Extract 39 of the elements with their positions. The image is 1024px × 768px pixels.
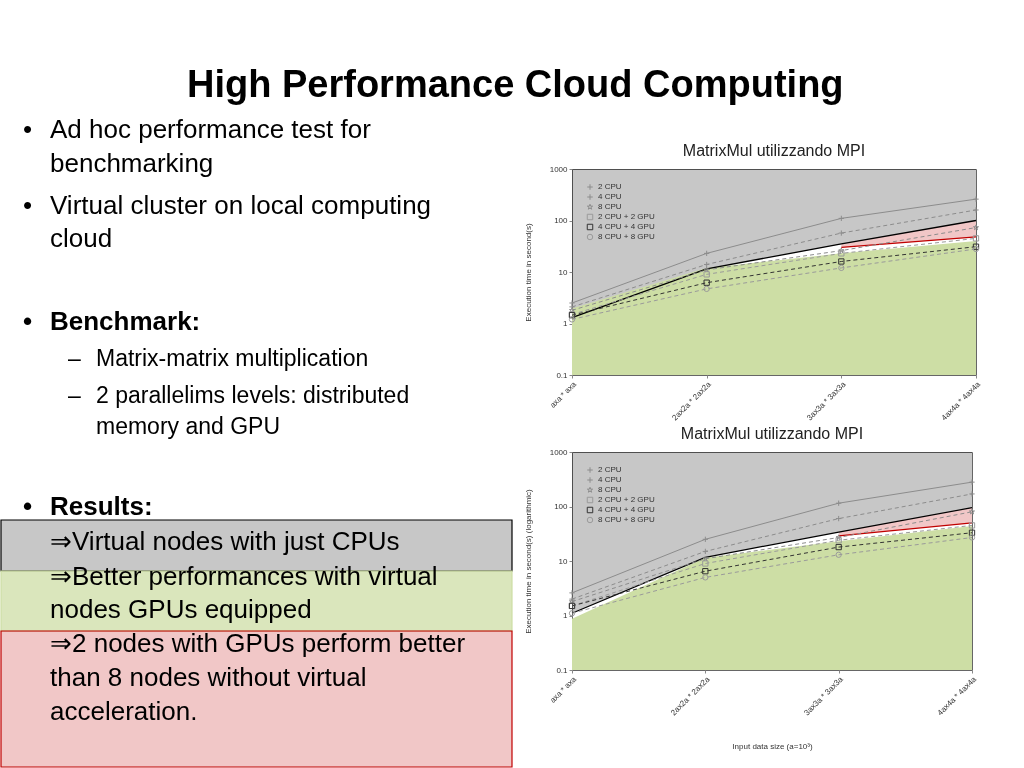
text: • Results: bbox=[23, 491, 153, 521]
legend-label: 8 CPU bbox=[598, 485, 622, 494]
text: • Benchmark: bbox=[23, 306, 201, 336]
legend-label: 4 CPU bbox=[598, 475, 622, 484]
legend-label: 8 CPU bbox=[598, 202, 622, 211]
y-tick-label: 100 bbox=[554, 216, 569, 225]
legend-label: 8 CPU + 8 GPU bbox=[598, 515, 655, 524]
y-axis-title: Execution time in second(s) (logarithmic) bbox=[523, 488, 533, 634]
chart-title: MatrixMul utilizzando MPI bbox=[682, 142, 866, 159]
text: • Ad hoc performance test for benchmarking bbox=[23, 114, 372, 178]
y-axis-title: Execution time in second(s) bbox=[523, 223, 533, 322]
legend-label: 4 CPU + 4 GPU bbox=[598, 222, 655, 231]
x-tick-label: axa * axa bbox=[548, 674, 579, 705]
text: • Virtual cluster on local computing cloud bbox=[23, 190, 432, 253]
x-axis-title: Input data size (a=10³) bbox=[732, 742, 813, 752]
legend-label: 4 CPU + 4 GPU bbox=[598, 505, 655, 514]
y-tick-label: 1000 bbox=[549, 447, 569, 457]
text: – Matrix-matrix multiplication bbox=[68, 345, 369, 371]
y-tick-label: 1000 bbox=[549, 164, 569, 174]
legend-label: 4 CPU bbox=[598, 192, 622, 201]
y-tick-label: 100 bbox=[554, 502, 569, 511]
legend-label: 2 CPU bbox=[598, 182, 622, 191]
text: ⇒Better performances with virtual nodes GPUs equipped bbox=[50, 561, 438, 624]
legend-label: 2 CPU + 2 GPU bbox=[598, 495, 655, 504]
legend-label: 2 CPU + 2 GPU bbox=[598, 212, 655, 221]
y-tick-label: 1 bbox=[563, 611, 569, 620]
y-tick-label: 0.1 bbox=[556, 665, 569, 675]
y-tick-label: 10 bbox=[558, 267, 569, 277]
y-tick-label: 0.1 bbox=[556, 370, 569, 380]
text: High Performance Cloud Computing bbox=[187, 63, 844, 105]
y-tick-label: 1 bbox=[563, 319, 569, 328]
legend-label: 2 CPU bbox=[598, 465, 622, 474]
y-tick-label: 10 bbox=[558, 556, 569, 566]
chart-title: MatrixMul utilizzando MPI bbox=[680, 425, 864, 442]
text: ⇒Virtual nodes with just CPUs bbox=[50, 526, 400, 556]
text: – 2 parallelims levels: distributed memory and GPU bbox=[68, 382, 410, 439]
x-tick-label: axa * axa bbox=[548, 379, 579, 410]
legend-label: 8 CPU + 8 GPU bbox=[598, 232, 655, 241]
text: ⇒2 nodes with GPUs perform better than 8 nodes without virtual acceleration. bbox=[50, 628, 466, 726]
